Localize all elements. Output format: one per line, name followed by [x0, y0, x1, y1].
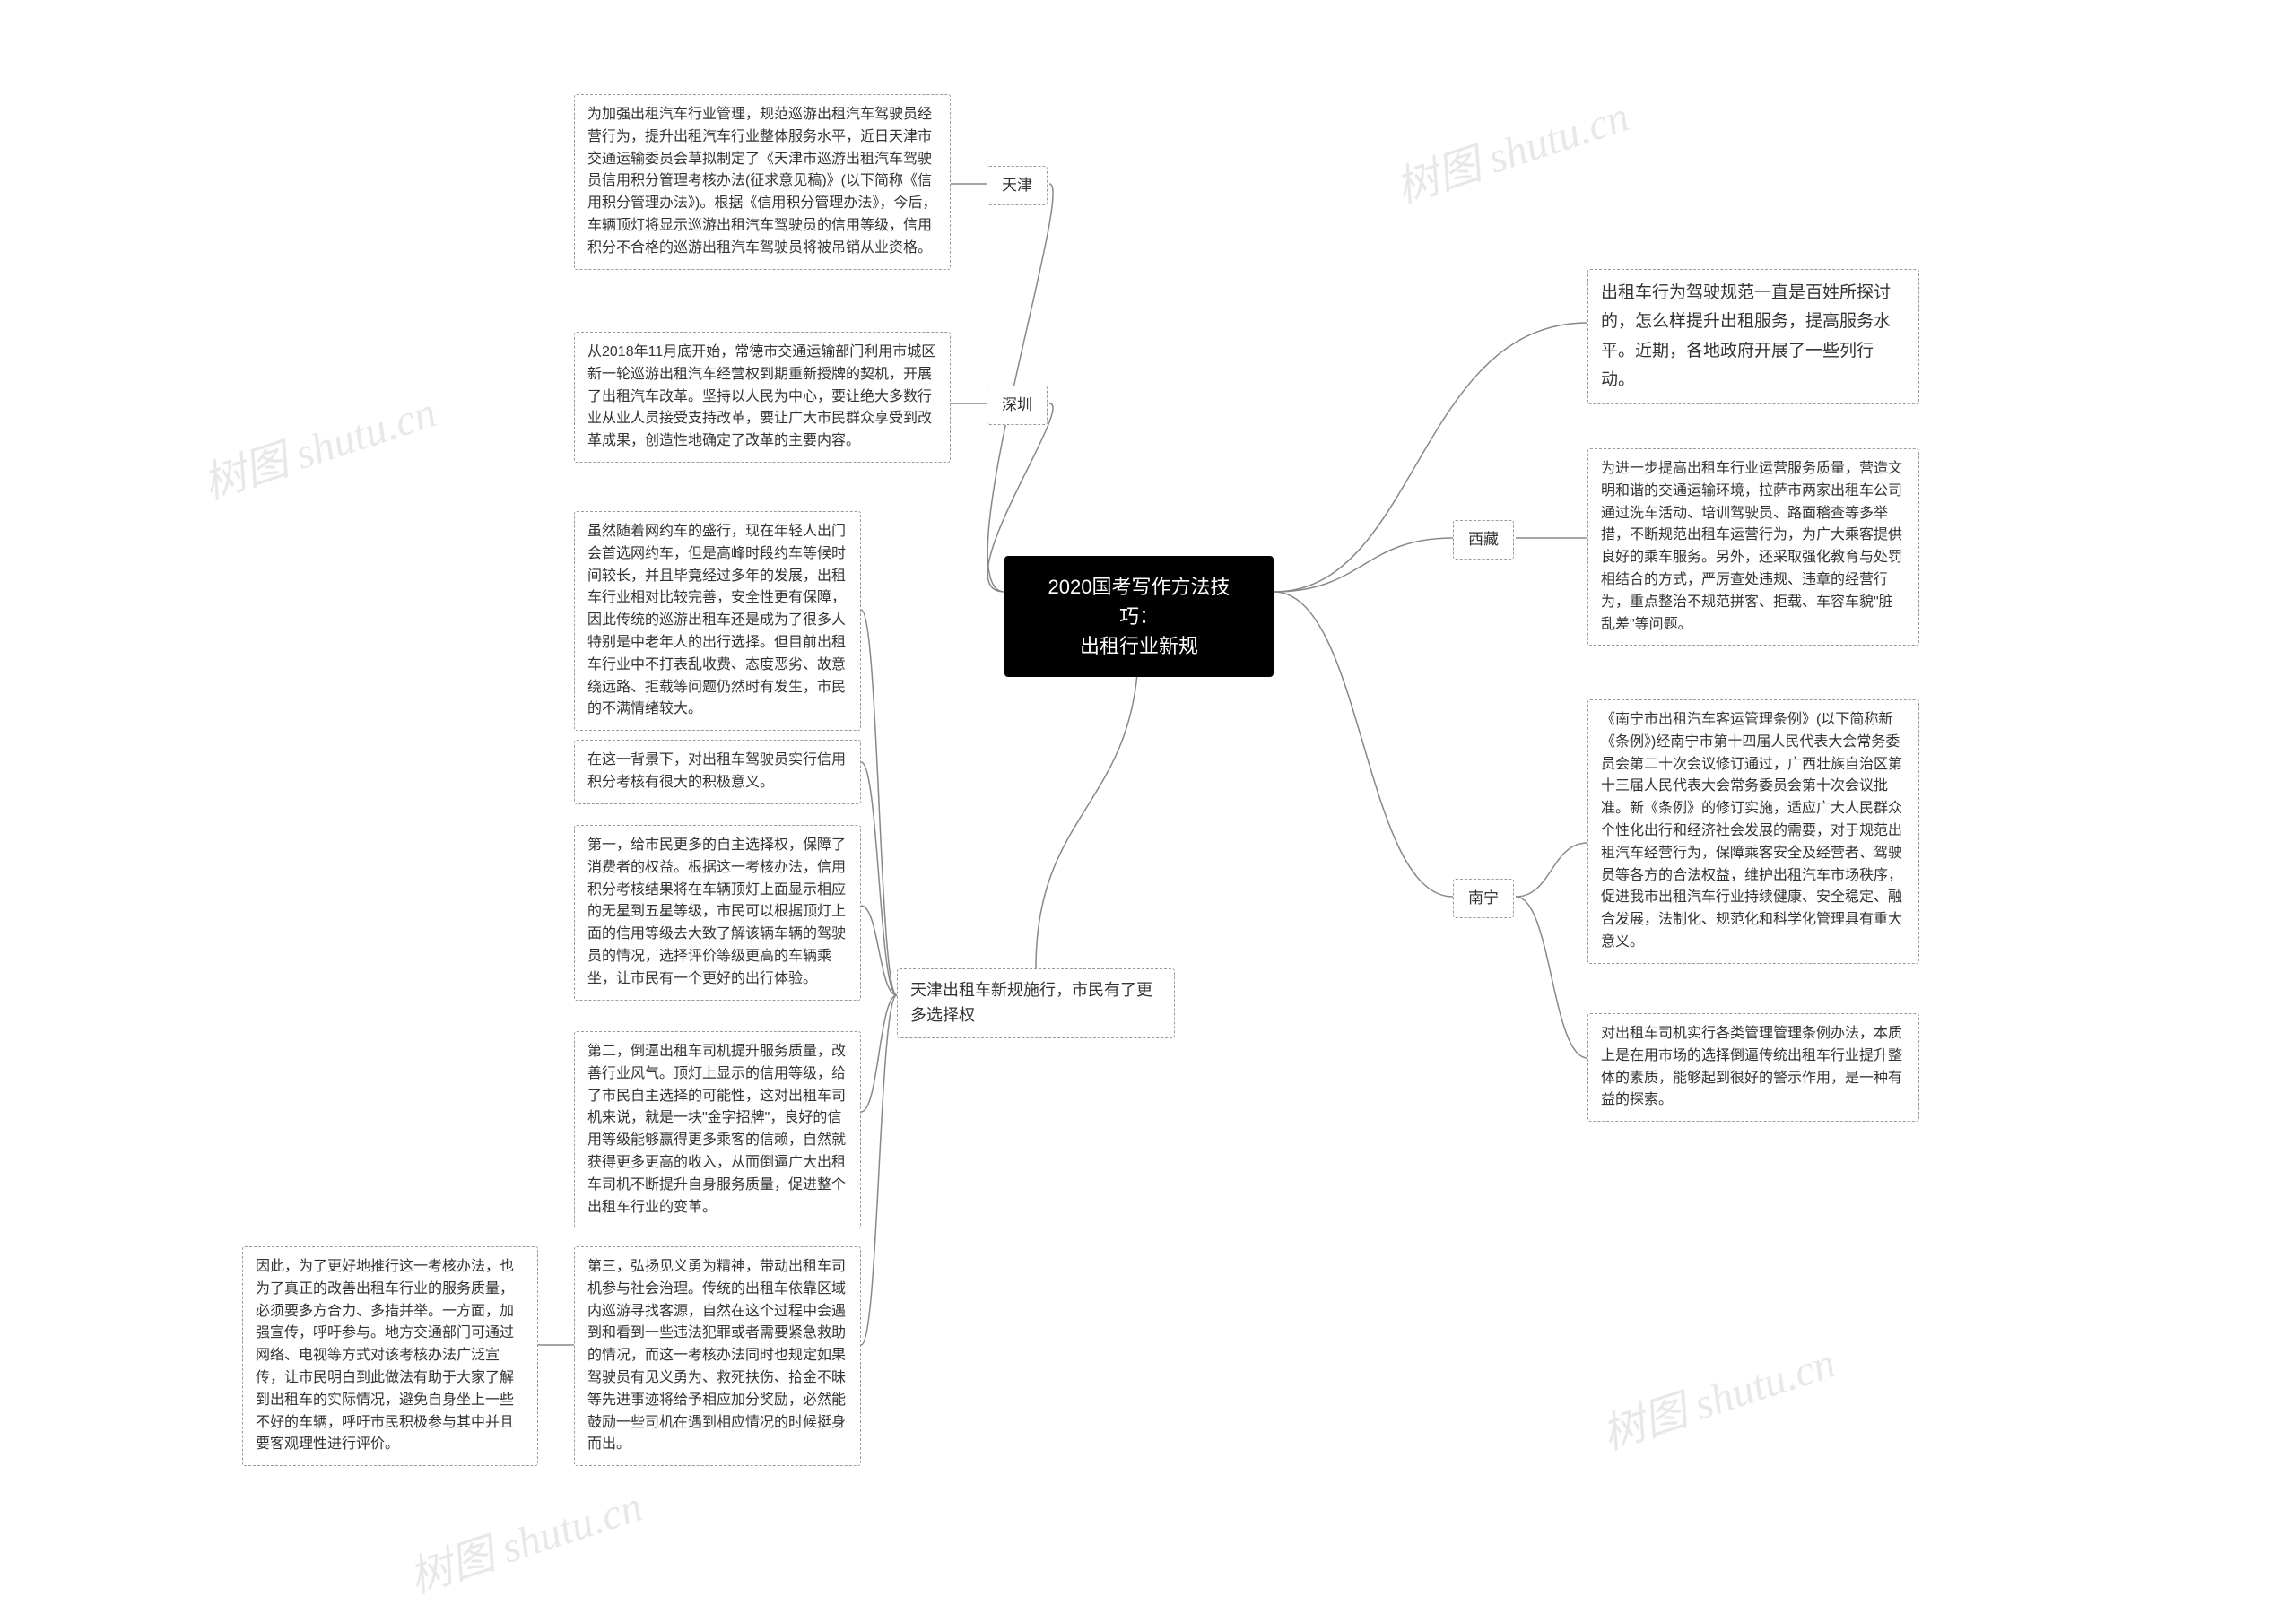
watermark: 树图 shutu.cn — [1593, 1327, 1842, 1462]
tianjin-rule-p6: 因此，为了更好地推行这一考核办法，也为了真正的改善出租车行业的服务质量，必须要多… — [242, 1246, 538, 1466]
tianjin-rule-p3: 第一，给市民更多的自主选择权，保障了消费者的权益。根据这一考核办法，信用积分考核… — [574, 825, 861, 1001]
city-shenzhen-detail: 从2018年11月底开始，常德市交通运输部门利用市城区新一轮巡游出租汽车经营权到… — [574, 332, 951, 463]
root-line2: 出租行业新规 — [1080, 635, 1198, 657]
city-tianjin-detail: 为加强出租汽车行业管理，规范巡游出租汽车驾驶员经营行为，提升出租汽车行业整体服务… — [574, 94, 951, 270]
intro-node: 出租车行为驾驶规范一直是百姓所探讨的，怎么样提升出租服务，提高服务水平。近期，各… — [1587, 269, 1919, 404]
tianjin-rule-p2: 在这一背景下，对出租车驾驶员实行信用积分考核有很大的积极意义。 — [574, 740, 861, 804]
root-line1: 2020国考写作方法技巧： — [1048, 576, 1231, 628]
tianjin-rule-p1: 虽然随着网约车的盛行，现在年轻人出门会首选网约车，但是高峰时段约车等候时间较长，… — [574, 511, 861, 731]
mindmap-root: 2020国考写作方法技巧： 出租行业新规 — [1004, 556, 1274, 677]
city-nanning-detail-1: 《南宁市出租汽车客运管理条例》(以下简称新《条例》)经南宁市第十四届人民代表大会… — [1587, 699, 1919, 964]
watermark: 树图 shutu.cn — [1387, 81, 1636, 215]
tianjin-rule-p5: 第三，弘扬见义勇为精神，带动出租车司机参与社会治理。传统的出租车依靠区域内巡游寻… — [574, 1246, 861, 1466]
city-nanning-label: 南宁 — [1453, 879, 1514, 918]
watermark: 树图 shutu.cn — [194, 377, 443, 511]
watermark: 树图 shutu.cn — [400, 1471, 649, 1605]
tianjin-rule-title: 天津出租车新规施行，市民有了更多选择权 — [897, 968, 1175, 1038]
city-xizang-label: 西藏 — [1453, 520, 1514, 560]
tianjin-rule-p4: 第二，倒逼出租车司机提升服务质量，改善行业风气。顶灯上显示的信用等级，给了市民自… — [574, 1031, 861, 1228]
city-xizang-detail: 为进一步提高出租车行业运营服务质量，营造文明和谐的交通运输环境，拉萨市两家出租车… — [1587, 448, 1919, 646]
city-shenzhen-label: 深圳 — [987, 386, 1048, 425]
city-tianjin-label: 天津 — [987, 166, 1048, 205]
city-nanning-detail-2: 对出租车司机实行各类管理管理条例办法，本质上是在用市场的选择倒逼传统出租车行业提… — [1587, 1013, 1919, 1122]
